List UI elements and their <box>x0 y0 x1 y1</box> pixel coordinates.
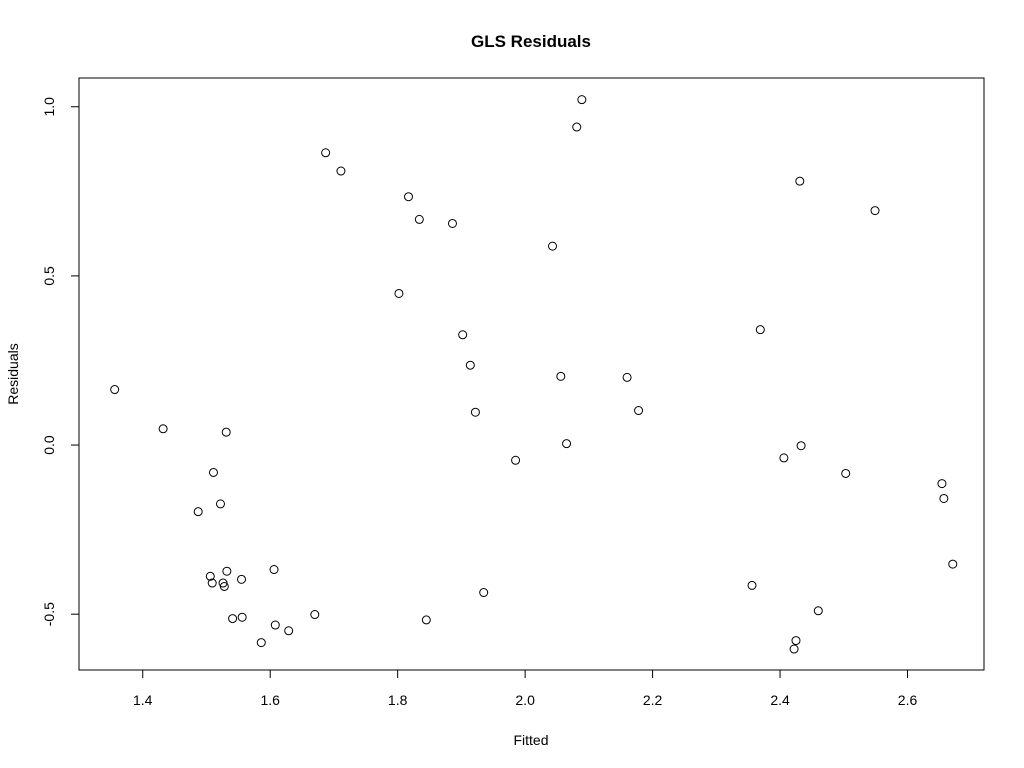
data-point <box>572 122 582 132</box>
data-point <box>237 574 247 584</box>
x-tick-label: 2.0 <box>515 692 535 708</box>
x-tick-label: 1.6 <box>260 692 280 708</box>
data-point <box>336 166 346 176</box>
data-point <box>215 499 225 509</box>
data-point <box>284 626 294 636</box>
data-point <box>270 620 280 630</box>
chart-title: GLS Residuals <box>471 32 591 51</box>
data-point <box>221 427 231 437</box>
data-point <box>634 406 644 416</box>
data-points <box>110 95 958 654</box>
data-point <box>310 610 320 620</box>
data-point <box>511 455 521 465</box>
data-point <box>479 588 489 598</box>
data-point <box>937 479 947 489</box>
data-point <box>421 615 431 625</box>
data-point <box>747 580 757 590</box>
data-point <box>256 638 266 648</box>
y-tick-label: 0.0 <box>41 435 57 455</box>
data-point <box>465 360 475 370</box>
data-point <box>208 467 218 477</box>
y-axis-label: Residuals <box>5 343 21 404</box>
data-point <box>207 578 217 588</box>
x-tick-label: 2.6 <box>898 692 918 708</box>
data-point <box>796 441 806 451</box>
y-axis: -0.5 0.0 0.5 1.0 <box>41 97 80 626</box>
data-point <box>795 176 805 186</box>
y-tick-label: 0.5 <box>41 266 57 286</box>
data-point <box>110 385 120 395</box>
data-point <box>193 507 203 517</box>
x-tick-label: 2.4 <box>770 692 790 708</box>
data-point <box>948 559 958 569</box>
data-point <box>403 192 413 202</box>
data-point <box>458 330 468 340</box>
data-point <box>470 407 480 417</box>
plot-frame <box>78 77 985 671</box>
data-point <box>562 439 572 449</box>
data-point <box>813 606 823 616</box>
x-axis: 1.4 1.6 1.8 2.0 2.2 2.4 2.6 <box>133 669 918 708</box>
data-point <box>841 468 851 478</box>
x-tick-label: 2.2 <box>643 692 663 708</box>
data-point <box>779 453 789 463</box>
data-point <box>228 614 238 624</box>
data-point <box>791 636 801 646</box>
data-point <box>205 571 215 581</box>
x-tick-label: 1.4 <box>133 692 153 708</box>
data-point <box>577 95 587 105</box>
data-point <box>414 214 424 224</box>
y-tick-label: 1.0 <box>41 97 57 117</box>
data-point <box>755 325 765 335</box>
data-point <box>222 566 232 576</box>
data-point <box>219 581 229 591</box>
data-point <box>939 493 949 503</box>
data-point <box>237 612 247 622</box>
x-axis-label: Fitted <box>513 732 548 748</box>
y-tick-label: -0.5 <box>41 602 57 626</box>
data-point <box>870 206 880 216</box>
data-point <box>447 218 457 228</box>
data-point <box>789 644 799 654</box>
data-point <box>394 288 404 298</box>
data-point <box>556 371 566 381</box>
data-point <box>158 424 168 434</box>
data-point <box>321 148 331 158</box>
data-point <box>548 241 558 251</box>
data-point <box>622 372 632 382</box>
data-point <box>269 565 279 575</box>
x-tick-label: 1.8 <box>388 692 408 708</box>
